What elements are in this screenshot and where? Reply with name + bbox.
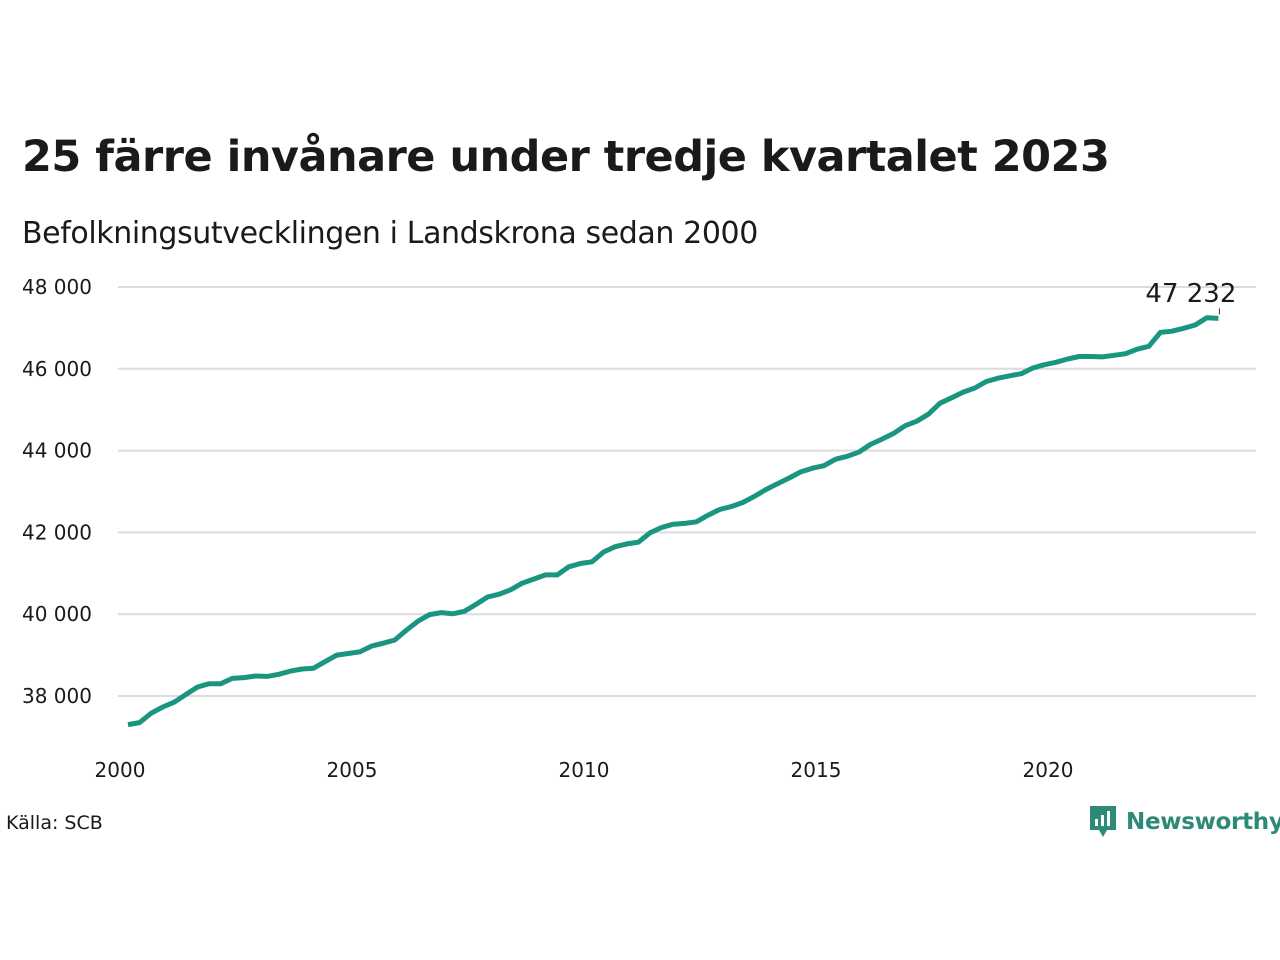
y-tick-label: 44 000 [22, 439, 92, 463]
y-tick-label: 48 000 [22, 275, 92, 299]
newsworthy-logo-text: Newsworthy [1126, 809, 1280, 835]
series-line [127, 315, 1219, 728]
newsworthy-logo-icon [1090, 806, 1116, 837]
x-tick-label: 2015 [791, 758, 842, 782]
last-value-label: 47 232 [1145, 279, 1236, 309]
y-tick-label: 38 000 [22, 684, 92, 708]
x-tick-label: 2020 [1023, 758, 1074, 782]
x-tick-label: 2010 [559, 758, 610, 782]
x-tick-label: 2005 [327, 758, 378, 782]
newsworthy-logo: Newsworthy [1088, 804, 1280, 840]
x-tick-label: 2000 [95, 758, 146, 782]
y-tick-label: 42 000 [22, 520, 92, 544]
source-note: Källa: SCB [6, 812, 103, 834]
y-tick-label: 40 000 [22, 602, 92, 626]
chart-title: 25 färre invånare under tredje kvartalet… [22, 132, 1110, 182]
chart-subtitle: Befolkningsutvecklingen i Landskrona sed… [22, 216, 758, 251]
y-tick-label: 46 000 [22, 357, 92, 381]
